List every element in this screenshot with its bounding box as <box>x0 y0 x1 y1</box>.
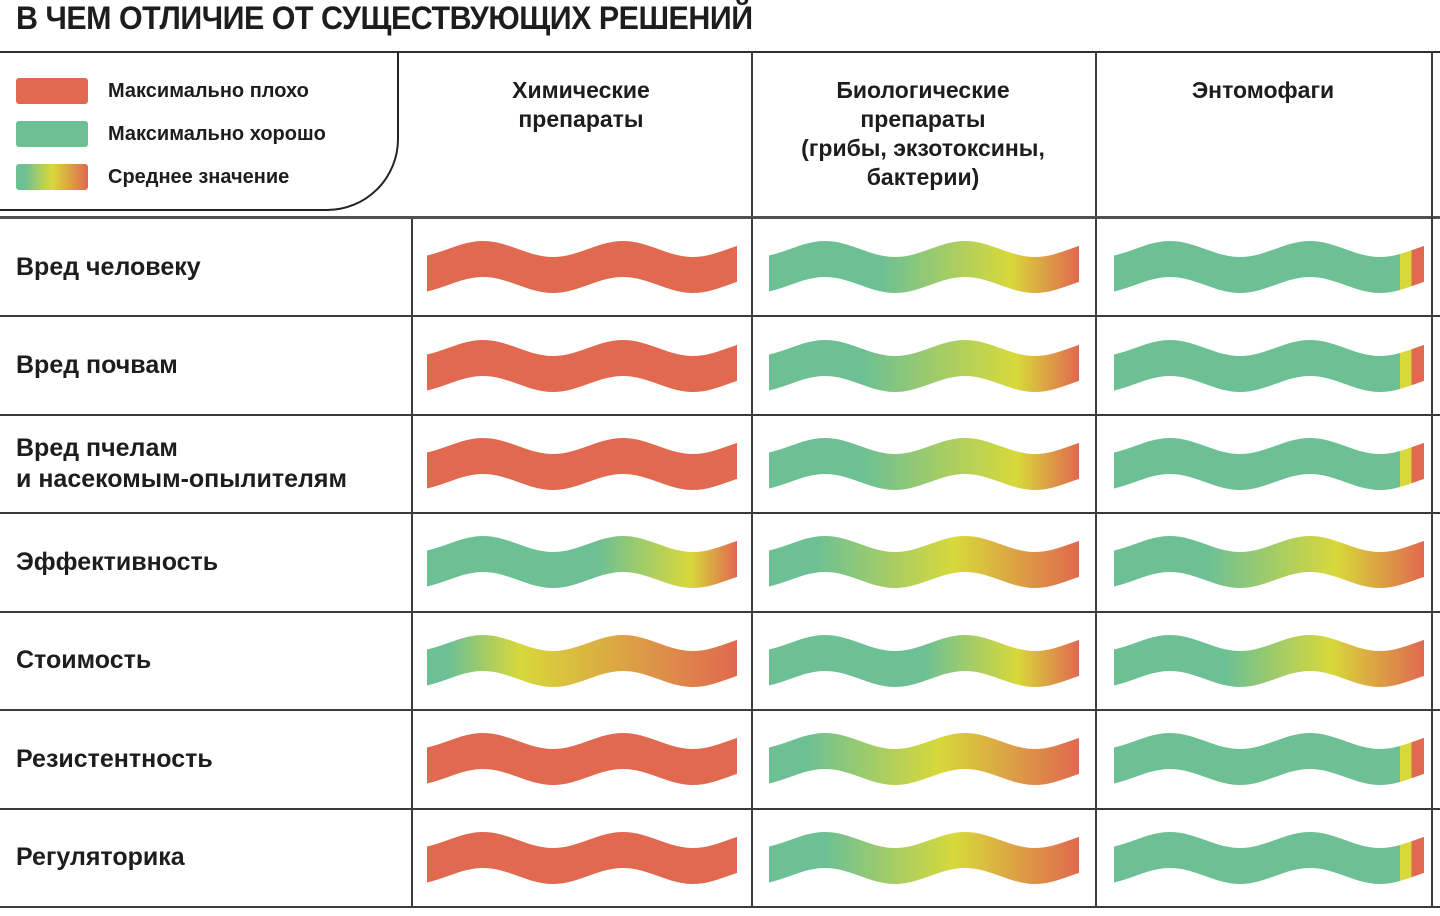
cell-entomophages <box>1095 219 1440 316</box>
header-separator <box>0 216 1440 219</box>
cell-biological <box>751 317 1095 414</box>
row-label: Регуляторика <box>16 843 185 872</box>
wave-ribbon <box>769 626 1079 696</box>
legend-label: Среднее значение <box>108 165 290 188</box>
cell-biological <box>751 219 1095 316</box>
cell-chemical <box>411 219 751 316</box>
table-row: Эффективность <box>0 514 1440 613</box>
cell-chemical <box>411 711 751 808</box>
row-label: Эффективность <box>16 547 219 576</box>
legend-item-good: Максимально хорошо <box>16 121 397 147</box>
table-row: Вред пчелам и насекомым-опылителям <box>0 415 1440 515</box>
legend-label: Максимально хорошо <box>108 122 326 145</box>
wave-ribbon <box>769 232 1079 302</box>
wave-ribbon <box>427 527 737 597</box>
table-row: Регуляторика <box>0 809 1440 908</box>
header-column-divider <box>1095 52 1097 216</box>
wave-ribbon <box>769 331 1079 401</box>
cell-chemical <box>411 809 751 906</box>
cell-chemical <box>411 612 751 710</box>
wave-ribbon <box>1113 429 1424 499</box>
wave-ribbon <box>769 429 1079 499</box>
row-label: Вред почвам <box>16 351 178 380</box>
cell-entomophages <box>1095 612 1440 710</box>
wave-ribbon <box>427 429 737 499</box>
wave-ribbon <box>427 232 737 302</box>
legend: Максимально плохо Максимально хорошо Сре… <box>0 52 399 211</box>
wave-ribbon <box>427 724 737 794</box>
legend-item-average: Среднее значение <box>16 164 397 190</box>
cell-biological <box>751 514 1095 611</box>
column-header-chemical: Химические препараты <box>512 77 650 132</box>
wave-ribbon <box>769 823 1079 893</box>
cell-entomophages <box>1095 514 1440 611</box>
cell-biological <box>751 809 1095 906</box>
cell-chemical <box>411 415 751 513</box>
table-row: Вред почвам <box>0 317 1440 416</box>
cell-biological <box>751 415 1095 513</box>
row-label: Резистентность <box>16 744 213 773</box>
legend-item-bad: Максимально плохо <box>16 78 397 104</box>
row-label: Стоимость <box>16 646 152 675</box>
top-divider <box>0 51 1440 53</box>
row-label: Вред человеку <box>16 252 201 281</box>
wave-ribbon <box>427 331 737 401</box>
page-title: В ЧЕМ ОТЛИЧИЕ ОТ СУЩЕСТВУЮЩИХ РЕШЕНИЙ <box>16 0 753 36</box>
cell-chemical <box>411 317 751 414</box>
legend-swatch-good <box>16 121 88 147</box>
cell-entomophages <box>1095 809 1440 906</box>
wave-ribbon <box>427 626 737 696</box>
table-row: Стоимость <box>0 612 1440 712</box>
legend-swatch-average <box>16 164 88 190</box>
cell-biological <box>751 612 1095 710</box>
cell-entomophages <box>1095 711 1440 808</box>
table-row: Вред человеку <box>0 219 1440 318</box>
table-right-border <box>1431 51 1433 908</box>
column-header-entomophages: Энтомофаги <box>1191 77 1335 103</box>
cell-biological <box>751 711 1095 808</box>
table-body: Вред человеку Вред почвам Вред пчелам и … <box>0 219 1440 908</box>
header-column-divider <box>751 52 753 216</box>
column-header-biological: Биологические препараты (грибы, экзотокс… <box>801 77 1045 190</box>
wave-ribbon <box>427 823 737 893</box>
wave-ribbon <box>769 724 1079 794</box>
cell-entomophages <box>1095 415 1440 513</box>
cell-entomophages <box>1095 317 1440 414</box>
wave-ribbon <box>1113 724 1424 794</box>
wave-ribbon <box>1113 626 1424 696</box>
legend-label: Максимально плохо <box>108 79 309 102</box>
wave-ribbon <box>1113 823 1424 893</box>
table-row: Резистентность <box>0 711 1440 810</box>
legend-swatch-bad <box>16 78 88 104</box>
wave-ribbon <box>1113 232 1424 302</box>
wave-ribbon <box>769 527 1079 597</box>
wave-ribbon <box>1113 331 1424 401</box>
cell-chemical <box>411 514 751 611</box>
row-label: Вред пчелам и насекомым-опылителям <box>16 434 347 494</box>
wave-ribbon <box>1113 527 1424 597</box>
